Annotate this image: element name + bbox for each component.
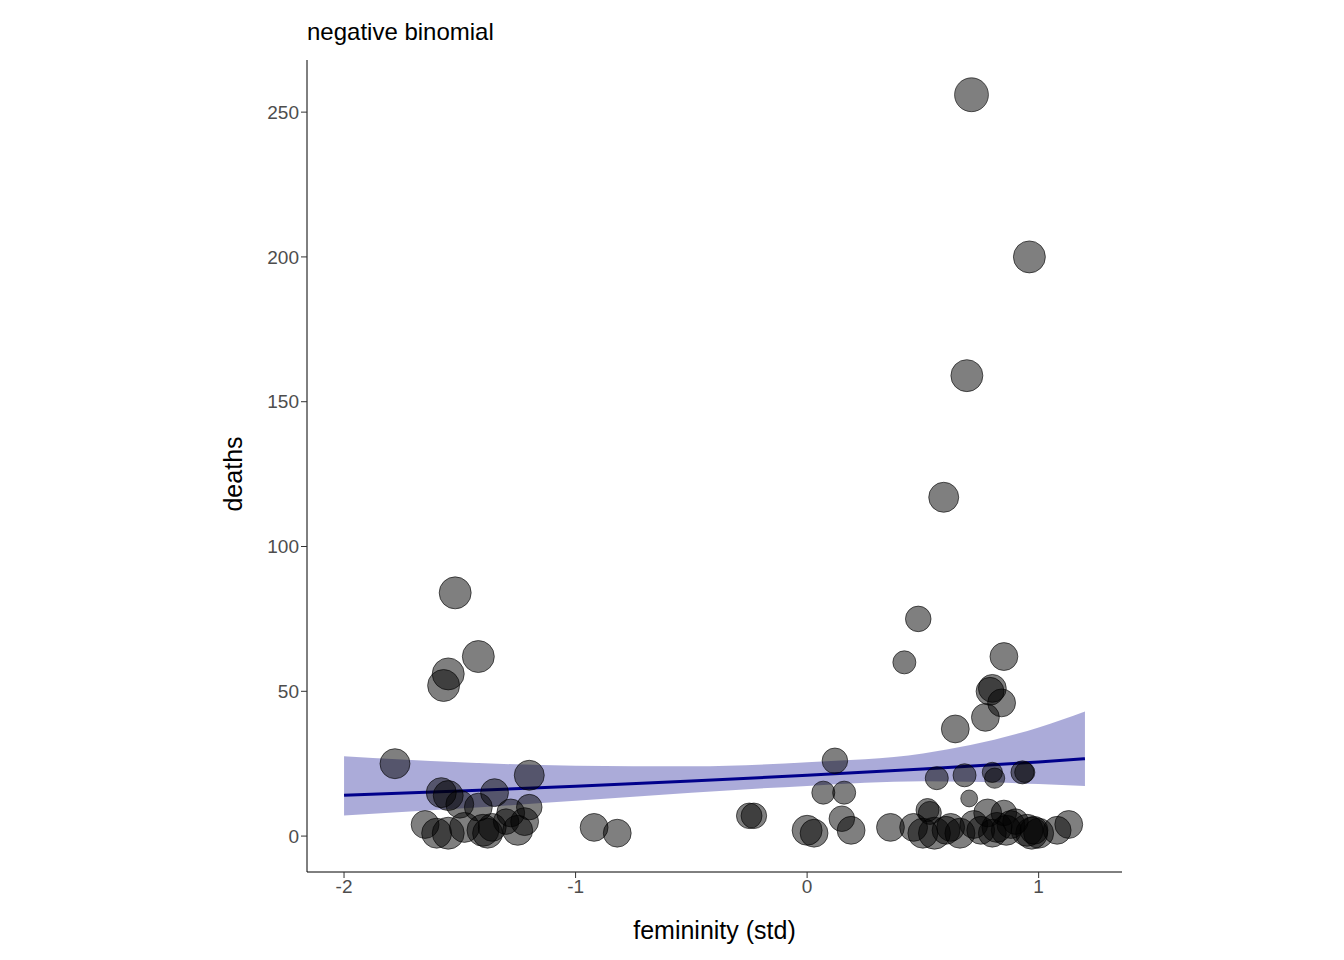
svg-text:100: 100 [267, 536, 299, 557]
svg-text:250: 250 [267, 102, 299, 123]
svg-text:0: 0 [288, 826, 299, 847]
html-text:femininity (std): femininity (std) [633, 916, 796, 944]
html-text:negative binomial: negative binomial [307, 18, 494, 45]
svg-text:0: 0 [802, 876, 813, 897]
svg-text:1: 1 [1033, 876, 1044, 897]
svg-text:-2: -2 [336, 876, 353, 897]
svg-text:-1: -1 [567, 876, 584, 897]
html-text:deaths: deaths [218, 436, 247, 512]
svg-text:150: 150 [267, 391, 299, 412]
svg-text:50: 50 [278, 681, 299, 702]
svg-text:200: 200 [267, 247, 299, 268]
